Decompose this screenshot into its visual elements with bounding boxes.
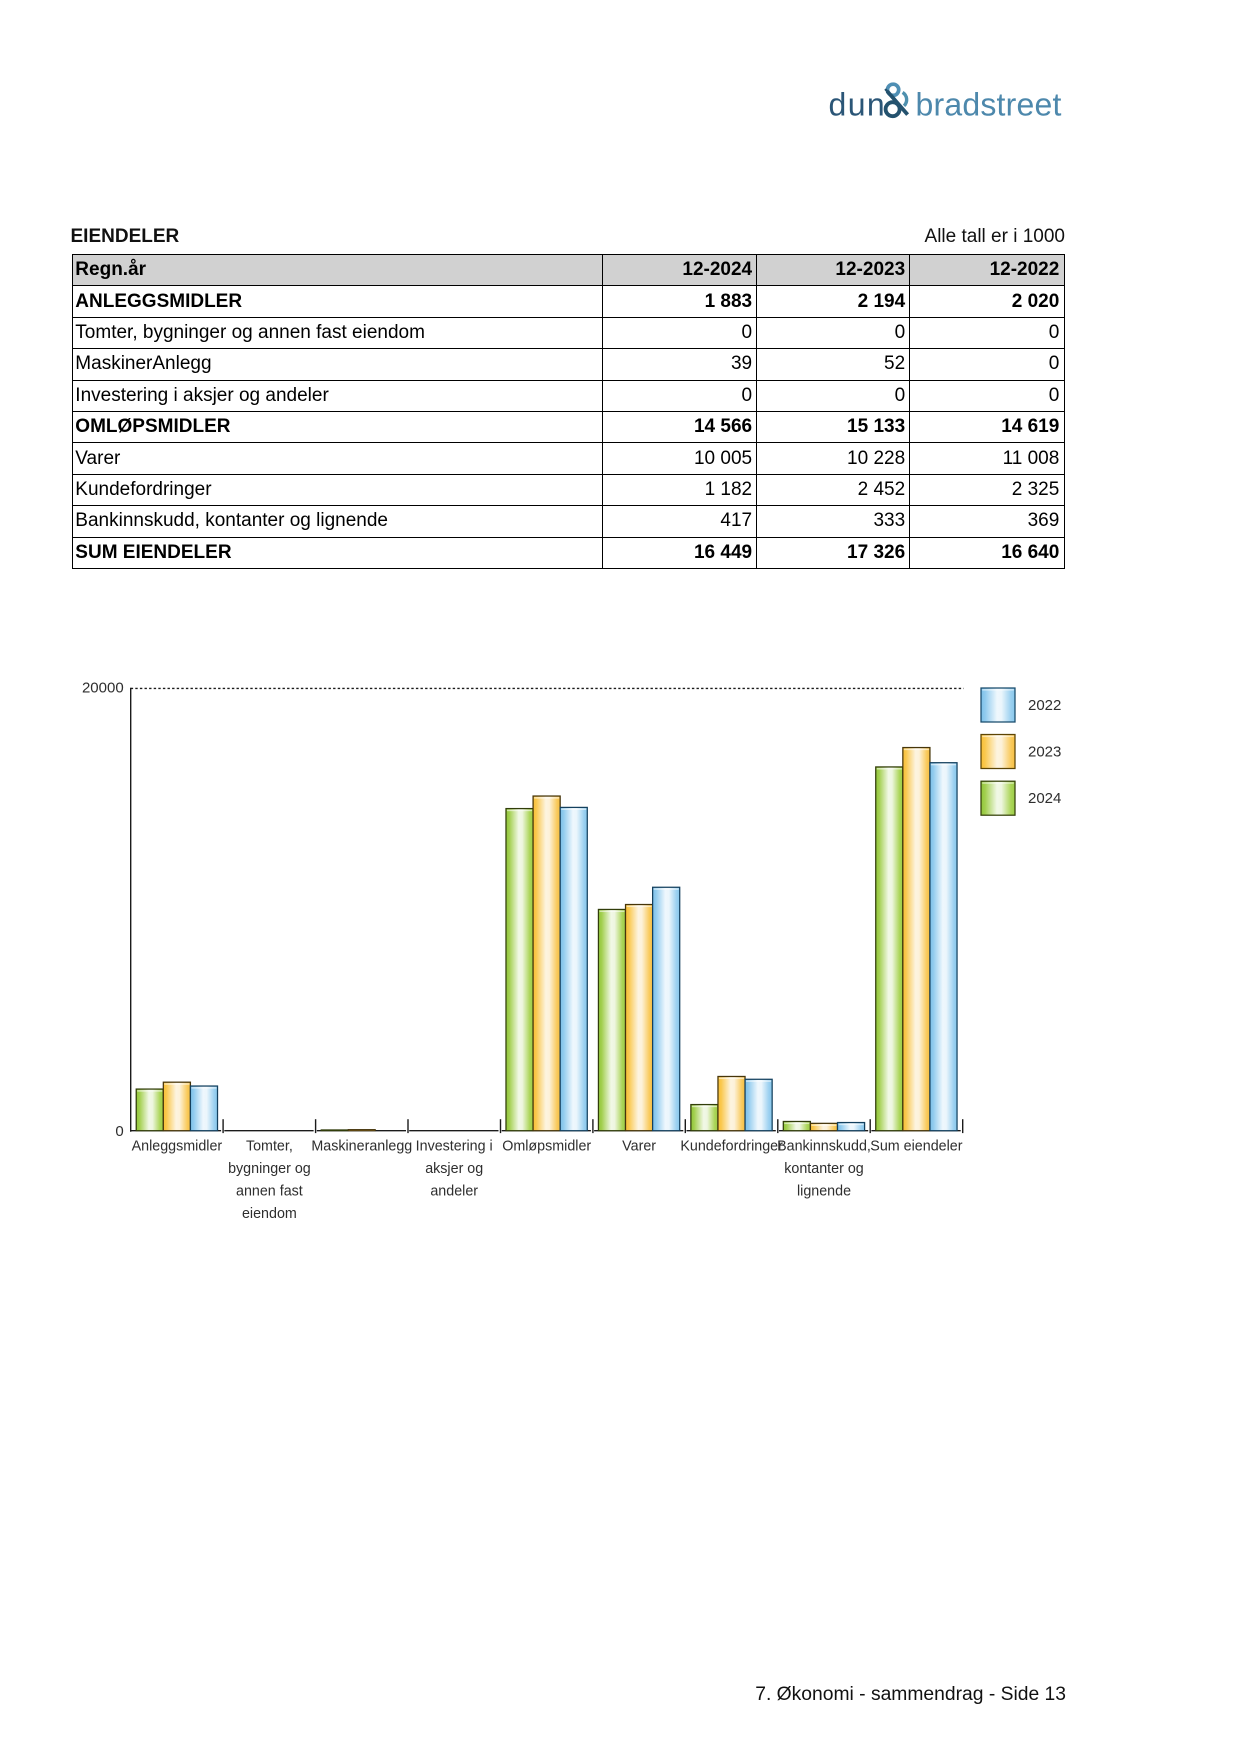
svg-text:0: 0: [115, 1123, 123, 1140]
svg-text:dun: dun: [829, 87, 887, 123]
svg-text:andeler: andeler: [430, 1184, 478, 1200]
svg-text:Anleggsmidler: Anleggsmidler: [132, 1139, 223, 1155]
svg-text:Kundefordringer: Kundefordringer: [680, 1139, 783, 1155]
svg-text:bradstreet: bradstreet: [916, 87, 1062, 123]
svg-text:Maskineranlegg: Maskineranlegg: [311, 1139, 412, 1155]
svg-text:Tomter,: Tomter,: [246, 1139, 293, 1155]
svg-text:Varer: Varer: [622, 1139, 656, 1155]
svg-text:2024: 2024: [1028, 790, 1061, 807]
svg-text:Omløpsmidler: Omløpsmidler: [502, 1139, 591, 1155]
svg-text:20000: 20000: [82, 680, 124, 697]
svg-text:2023: 2023: [1028, 744, 1061, 761]
svg-text:eiendom: eiendom: [242, 1206, 297, 1222]
svg-text:aksjer og: aksjer og: [425, 1161, 483, 1177]
svg-text:kontanter og: kontanter og: [784, 1161, 864, 1177]
svg-text:bygninger og: bygninger og: [228, 1161, 311, 1177]
svg-text:Investering i: Investering i: [416, 1139, 493, 1155]
svg-text:2022: 2022: [1028, 697, 1061, 714]
svg-text:Bankinnskudd,: Bankinnskudd,: [777, 1139, 871, 1155]
svg-text:Sum eiendeler: Sum eiendeler: [870, 1139, 962, 1155]
svg-text:annen fast: annen fast: [236, 1184, 303, 1200]
svg-text:lignende: lignende: [797, 1184, 851, 1200]
